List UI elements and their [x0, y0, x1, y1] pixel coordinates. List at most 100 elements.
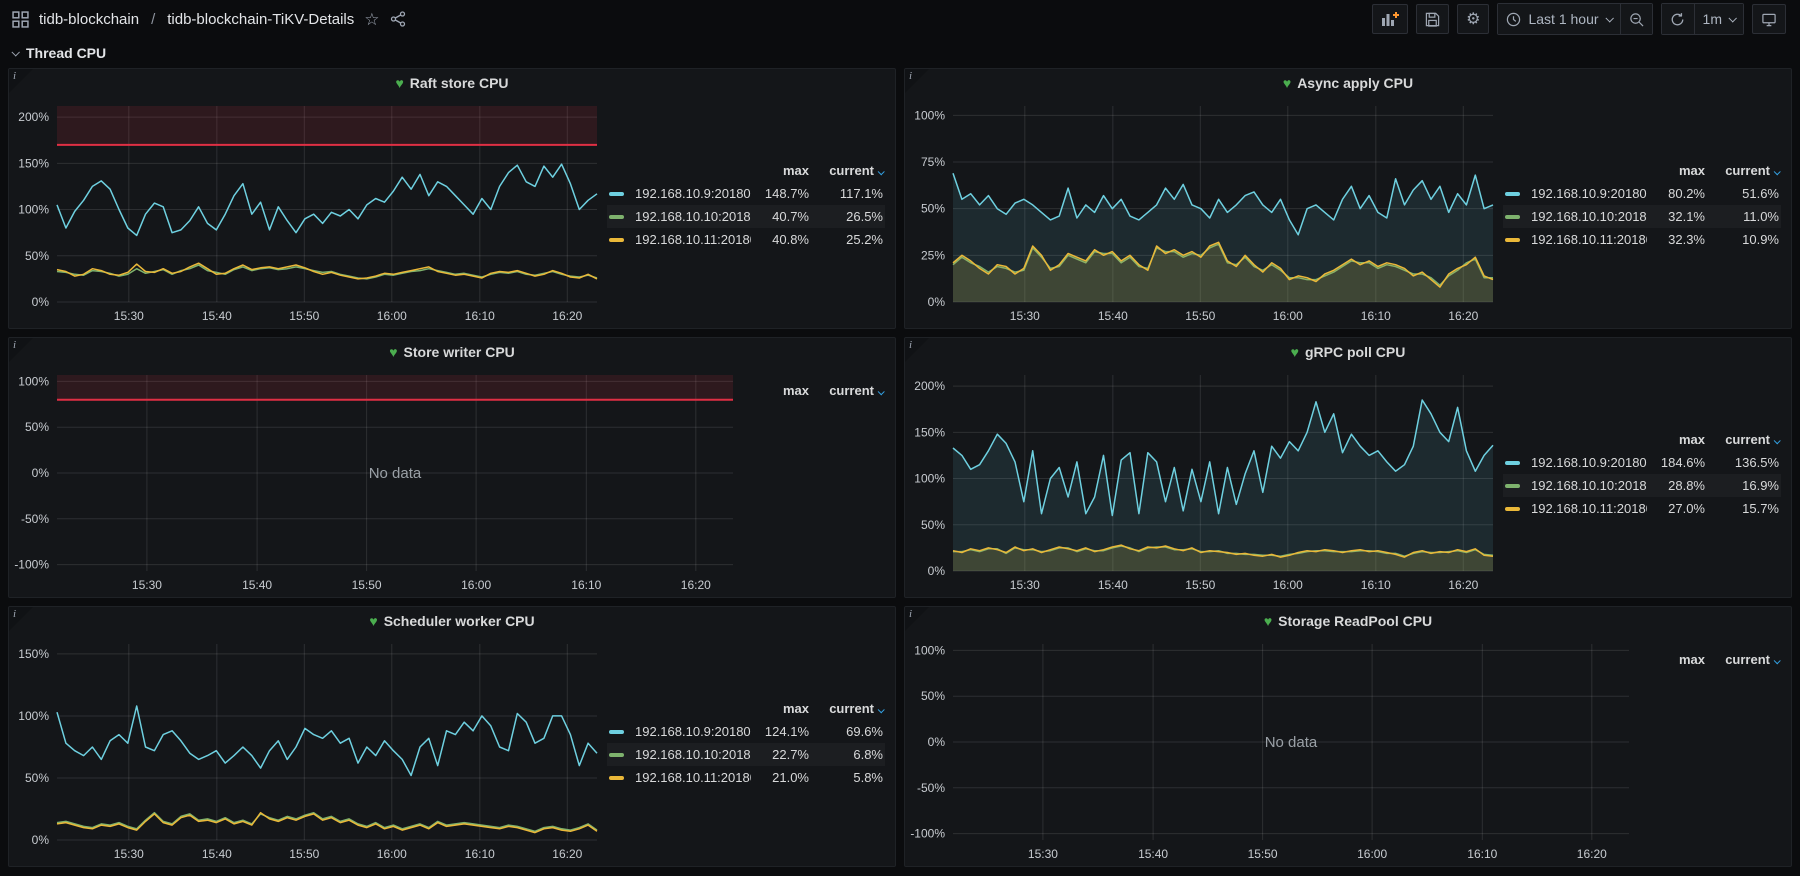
- share-icon[interactable]: [390, 11, 406, 27]
- panel-info-icon[interactable]: i: [9, 607, 33, 631]
- chart-async-apply-cpu[interactable]: 0% 25% 50% 75% 100% 15:30 15:40 15:50 16:00 16:10…: [905, 96, 1503, 328]
- svg-text:15:40: 15:40: [202, 309, 232, 323]
- dashboards-grid-icon[interactable]: [12, 10, 29, 28]
- legend-series-name[interactable]: 192.168.10.11:20180: [1531, 501, 1647, 516]
- svg-text:150%: 150%: [914, 425, 945, 439]
- legend-sort-current[interactable]: current: [1705, 652, 1781, 667]
- legend-series-row: 192.168.10.9:20180 80.2% 51.6%: [1503, 182, 1781, 205]
- panel-title[interactable]: Raft store CPU: [9, 69, 895, 96]
- svg-text:100%: 100%: [18, 709, 49, 723]
- legend-series-name[interactable]: 192.168.10.10:20180: [1531, 478, 1647, 493]
- svg-text:15:40: 15:40: [1138, 847, 1168, 861]
- svg-text:15:40: 15:40: [202, 847, 232, 861]
- time-range-picker[interactable]: Last 1 hour: [1498, 4, 1620, 34]
- panel-title[interactable]: Scheduler worker CPU: [9, 607, 895, 634]
- series-color-swatch: [1505, 483, 1520, 488]
- refresh-button[interactable]: [1661, 4, 1694, 34]
- legend-series-name[interactable]: 192.168.10.11:20180: [635, 770, 751, 785]
- time-range-label: Last 1 hour: [1528, 11, 1599, 27]
- legend-sort-current[interactable]: current: [1705, 163, 1781, 178]
- no-data-label: No data: [1265, 734, 1318, 751]
- series-color-swatch: [1505, 191, 1520, 196]
- legend-series-current: 6.8%: [853, 747, 883, 762]
- legend-sort-current[interactable]: current: [1705, 432, 1781, 447]
- legend-series-name[interactable]: 192.168.10.10:20180: [635, 209, 751, 224]
- svg-text:100%: 100%: [18, 203, 49, 217]
- panel-info-icon[interactable]: i: [905, 607, 929, 631]
- legend-series-name[interactable]: 192.168.10.10:20180: [635, 747, 751, 762]
- legend-series-name[interactable]: 192.168.10.11:20180: [1531, 232, 1647, 247]
- health-ok-heart-icon: [1291, 344, 1299, 360]
- breadcrumb-dashboard-name[interactable]: tidb-blockchain-TiKV-Details: [167, 10, 355, 28]
- legend-series-row: 192.168.10.9:20180 124.1% 69.6%: [607, 720, 885, 743]
- svg-text:0%: 0%: [32, 295, 50, 309]
- chart-storage-readpool-cpu[interactable]: -100% -50% 0% 50% 100% 15:30 15:40 15:50 16:00 16…: [905, 634, 1629, 866]
- legend-series-current: 15.7%: [1742, 501, 1779, 516]
- row-header-thread-cpu[interactable]: Thread CPU: [0, 38, 1800, 68]
- svg-text:-100%: -100%: [910, 827, 945, 841]
- legend-sort-current[interactable]: current: [809, 383, 885, 398]
- legend-series-max: 124.1%: [764, 724, 809, 739]
- breadcrumb-dashboard-group[interactable]: tidb-blockchain: [39, 10, 140, 28]
- legend-series-name[interactable]: 192.168.10.9:20180: [1531, 455, 1647, 470]
- legend-series-max: 40.8%: [772, 232, 809, 247]
- legend-sort-current[interactable]: current: [809, 701, 885, 716]
- legend-sort-max[interactable]: max: [1678, 652, 1705, 667]
- add-panel-button[interactable]: [1372, 4, 1409, 34]
- series-color-swatch: [609, 191, 624, 196]
- legend-sort-max[interactable]: max: [782, 701, 809, 716]
- panel-title[interactable]: Async apply CPU: [905, 69, 1791, 96]
- legend-sort-max[interactable]: max: [1678, 432, 1705, 447]
- legend-series-name[interactable]: 192.168.10.9:20180: [635, 724, 751, 739]
- panel-title-text: Async apply CPU: [1297, 74, 1414, 91]
- refresh-interval-picker[interactable]: 1m: [1693, 4, 1743, 34]
- svg-text:25%: 25%: [921, 248, 945, 262]
- legend-sort-max[interactable]: max: [782, 163, 809, 178]
- save-dashboard-button[interactable]: [1416, 4, 1450, 34]
- no-data-label: No data: [369, 465, 422, 482]
- panel-store-writer-cpu: i Store writer CPU -100% -50% 0% 50% 100% 15:…: [8, 337, 896, 598]
- cycle-view-mode-button[interactable]: [1752, 4, 1786, 34]
- legend-series-current: 16.9%: [1742, 478, 1779, 493]
- legend-sort-max[interactable]: max: [782, 383, 809, 398]
- panel-info-icon[interactable]: i: [9, 69, 33, 93]
- panel-info-icon[interactable]: i: [905, 69, 929, 93]
- series-color-swatch: [609, 237, 624, 242]
- series-color-swatch: [609, 214, 624, 219]
- series-color-swatch: [609, 775, 624, 780]
- legend-series-name[interactable]: 192.168.10.10:20180: [1531, 209, 1647, 224]
- time-picker-group: Last 1 hour: [1497, 3, 1653, 35]
- chart-raft-store-cpu[interactable]: 0% 50% 100% 150% 200% 15:30 15:40 15:50 16:00 16:…: [9, 96, 607, 328]
- health-ok-heart-icon: [389, 344, 397, 360]
- svg-text:16:20: 16:20: [552, 309, 582, 323]
- panel-info-icon[interactable]: i: [905, 338, 929, 362]
- panel-title[interactable]: Storage ReadPool CPU: [905, 607, 1791, 634]
- legend-series-row: 192.168.10.10:20180 22.7% 6.8%: [607, 743, 885, 766]
- zoom-out-time-button[interactable]: [1619, 4, 1652, 34]
- legend-series-name[interactable]: 192.168.10.9:20180: [635, 186, 751, 201]
- legend-series-current: 5.8%: [853, 770, 883, 785]
- chart-store-writer-cpu[interactable]: -100% -50% 0% 50% 100% 15:30 15:40 15:50 16:00 16…: [9, 365, 733, 597]
- star-favorite-icon[interactable]: ☆: [364, 9, 380, 29]
- chart-grpc-poll-cpu[interactable]: 0% 50% 100% 150% 200% 15:30 15:40 15:50 16:00 16:…: [905, 365, 1503, 597]
- legend-series-name[interactable]: 192.168.10.9:20180: [1531, 186, 1647, 201]
- svg-text:0%: 0%: [32, 833, 50, 847]
- health-ok-heart-icon: [369, 613, 377, 629]
- legend-sort-current[interactable]: current: [809, 163, 885, 178]
- dashboard-grid: i Raft store CPU 0% 50% 100% 150% 200% 15:30 1…: [0, 68, 1800, 875]
- panel-info-icon[interactable]: i: [9, 338, 33, 362]
- svg-text:200%: 200%: [914, 379, 945, 393]
- chart-scheduler-worker-cpu[interactable]: 0% 50% 100% 150% 15:30 15:40 15:50 16:00 16:10 16…: [9, 634, 607, 866]
- legend-sort-max[interactable]: max: [1678, 163, 1705, 178]
- panel-scheduler-worker-cpu: i Scheduler worker CPU 0% 50% 100% 150% 15:3…: [8, 606, 896, 867]
- panel-title[interactable]: Store writer CPU: [9, 338, 895, 365]
- svg-text:16:10: 16:10: [1467, 847, 1497, 861]
- panel-title[interactable]: gRPC poll CPU: [905, 338, 1791, 365]
- dashboard-settings-button[interactable]: ⚙: [1457, 4, 1490, 34]
- svg-text:16:00: 16:00: [1273, 578, 1303, 592]
- legend-series-name[interactable]: 192.168.10.11:20180: [635, 232, 751, 247]
- svg-text:16:00: 16:00: [377, 847, 407, 861]
- chevron-down-icon: [1605, 14, 1614, 23]
- panel-title-text: Storage ReadPool CPU: [1278, 612, 1433, 629]
- panel-async-apply-cpu: i Async apply CPU 0% 25% 50% 75% 100% 15:30 15…: [904, 68, 1792, 329]
